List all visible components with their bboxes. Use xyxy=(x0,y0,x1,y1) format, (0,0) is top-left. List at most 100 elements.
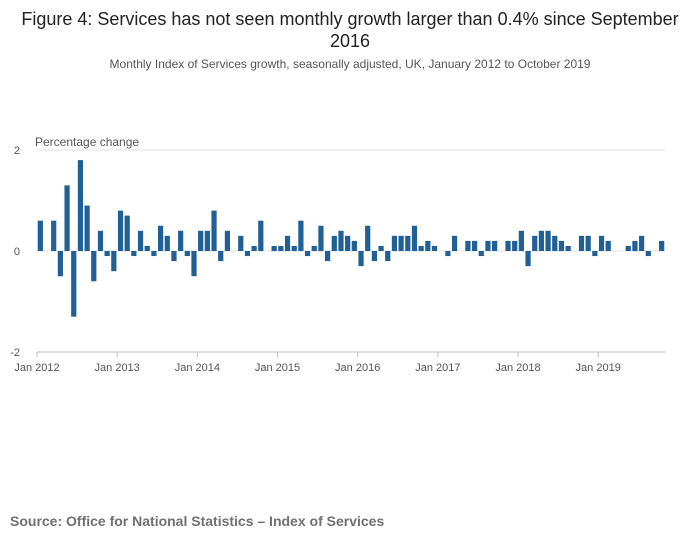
bar xyxy=(144,245,150,251)
bar xyxy=(311,245,317,251)
bar xyxy=(632,240,638,251)
bar xyxy=(425,240,431,251)
bar xyxy=(238,235,244,251)
bar xyxy=(358,251,364,267)
bar xyxy=(398,235,404,251)
bar xyxy=(251,245,257,251)
bar xyxy=(485,240,491,251)
bar xyxy=(271,245,277,251)
bar xyxy=(639,235,645,251)
bar xyxy=(304,251,311,257)
bar xyxy=(365,225,371,251)
bar xyxy=(184,251,190,257)
bar xyxy=(478,251,484,257)
bar xyxy=(244,251,251,257)
gridlines xyxy=(37,149,665,252)
bar xyxy=(51,220,57,251)
bar xyxy=(405,235,411,251)
x-tick-label: Jan 2012 xyxy=(14,362,59,374)
bar xyxy=(385,251,391,262)
y-tick-label: -2 xyxy=(10,347,20,359)
bar xyxy=(545,230,551,251)
bar xyxy=(284,235,291,251)
bar xyxy=(291,245,297,251)
bar xyxy=(471,240,478,251)
bar xyxy=(37,220,43,251)
bar xyxy=(445,251,451,257)
bar xyxy=(204,230,210,251)
bar xyxy=(659,240,665,251)
bar xyxy=(171,251,177,262)
bar xyxy=(505,240,511,251)
bar xyxy=(64,185,70,251)
bar xyxy=(117,210,124,251)
bar xyxy=(411,225,418,251)
bar xyxy=(391,235,398,251)
bar xyxy=(565,245,571,251)
bar xyxy=(124,215,130,251)
bar xyxy=(164,235,170,251)
bars xyxy=(37,160,665,317)
bar xyxy=(331,235,337,251)
bar xyxy=(338,230,344,251)
bar xyxy=(558,240,565,251)
bar xyxy=(84,205,90,251)
bar xyxy=(451,235,458,251)
bar xyxy=(512,240,518,251)
bar xyxy=(525,251,531,267)
bar xyxy=(178,230,184,251)
bar xyxy=(645,251,651,257)
x-tick-label: Jan 2013 xyxy=(95,362,140,374)
bar xyxy=(625,245,631,251)
bar xyxy=(552,235,558,251)
y-axis-title: Percentage change xyxy=(35,135,139,149)
bar xyxy=(191,251,197,277)
bar xyxy=(278,245,284,251)
bar xyxy=(585,235,591,251)
bar xyxy=(465,240,471,251)
bar xyxy=(532,235,538,251)
y-tick-label: 2 xyxy=(14,145,20,157)
x-axis: Jan 2012 Jan 2013 Jan 2014 Jan 2015 Jan 2016… xyxy=(14,351,665,374)
x-tick-label: Jan 2019 xyxy=(576,362,621,374)
bar xyxy=(578,235,585,251)
bar xyxy=(605,240,611,251)
bar xyxy=(104,251,110,257)
y-axis-ticks: 2 0 -2 xyxy=(10,145,20,359)
bar xyxy=(371,251,377,262)
bar xyxy=(91,251,97,282)
source-note: Source: Office for National Statistics –… xyxy=(10,513,385,529)
y-tick-label: 0 xyxy=(14,246,20,258)
bar xyxy=(137,230,144,251)
bar xyxy=(57,251,63,277)
x-tick-label: Jan 2014 xyxy=(175,362,220,374)
chart-subtitle: Monthly Index of Services growth, season… xyxy=(109,57,591,71)
x-tick-label: Jan 2018 xyxy=(495,362,540,374)
bar xyxy=(378,245,384,251)
bar xyxy=(198,230,204,251)
bar xyxy=(97,230,104,251)
bar xyxy=(218,251,224,262)
bar xyxy=(318,225,324,251)
bar xyxy=(325,251,331,262)
bar xyxy=(518,230,524,251)
bar xyxy=(211,210,217,251)
bar xyxy=(418,245,424,251)
x-tick-label: Jan 2017 xyxy=(415,362,460,374)
bar xyxy=(157,225,164,251)
bar xyxy=(492,240,498,251)
bar xyxy=(131,251,137,257)
bar xyxy=(538,230,545,251)
bar xyxy=(298,220,304,251)
bar xyxy=(598,235,605,251)
bar xyxy=(151,251,157,257)
bar xyxy=(592,251,598,257)
bar xyxy=(71,251,77,317)
bar xyxy=(258,220,264,251)
bar xyxy=(77,160,84,251)
x-tick-label: Jan 2015 xyxy=(255,362,300,374)
bar xyxy=(111,251,117,272)
chart-title: Figure 4: Services has not seen monthly … xyxy=(21,9,679,51)
bar xyxy=(224,230,231,251)
